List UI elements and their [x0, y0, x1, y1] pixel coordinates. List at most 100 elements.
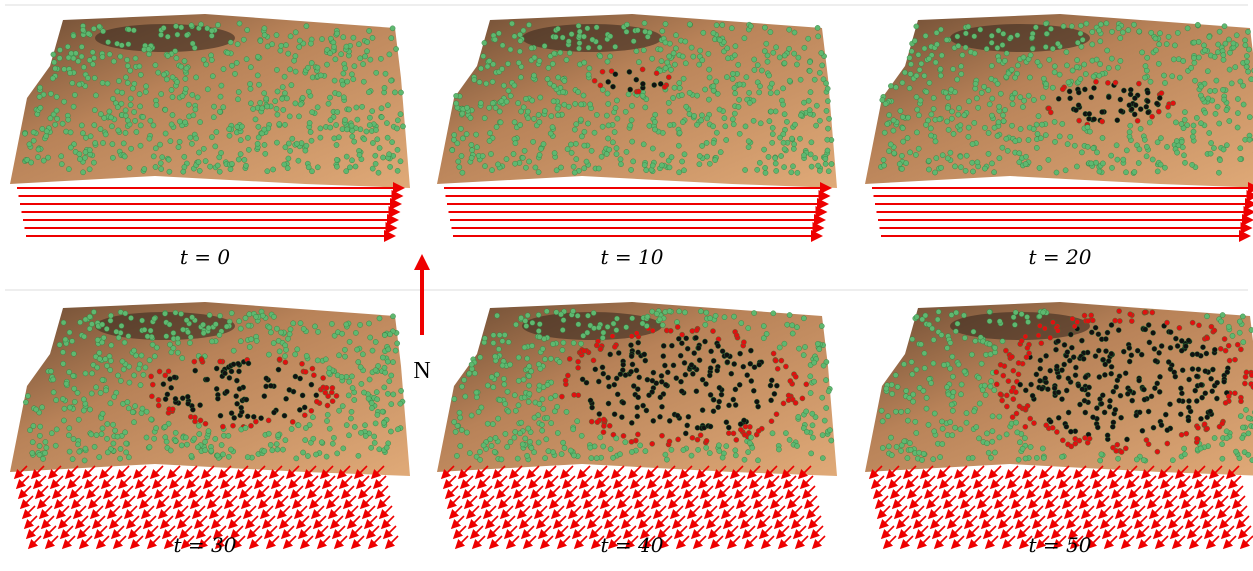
tree [382, 333, 387, 338]
tree [1105, 80, 1110, 85]
tree [767, 119, 772, 124]
tree [650, 146, 655, 151]
tree [992, 345, 997, 350]
tree [663, 21, 668, 26]
tree [764, 41, 769, 46]
tree [582, 166, 587, 171]
tree [169, 385, 174, 390]
tree [1083, 71, 1088, 76]
tree [312, 324, 317, 329]
tree [817, 118, 822, 123]
tree [963, 168, 968, 173]
tree [1099, 452, 1104, 457]
tree [791, 146, 796, 151]
wind-arrow [1146, 486, 1158, 498]
wind-arrow [85, 476, 97, 488]
wind-arrow [758, 516, 770, 528]
tree [218, 359, 223, 364]
tree [614, 436, 619, 441]
tree [1063, 168, 1068, 173]
tree [60, 396, 65, 401]
tree [327, 95, 332, 100]
tree [266, 352, 271, 357]
wind-arrow [174, 496, 186, 508]
tree [1194, 374, 1199, 379]
tree [1241, 102, 1246, 107]
tree [987, 102, 992, 107]
tree [989, 113, 994, 118]
wind-arrow [265, 526, 277, 538]
tree [100, 140, 105, 145]
tree [948, 150, 953, 155]
panel-label: t = 10 [601, 245, 664, 269]
tree [457, 165, 462, 170]
tree [560, 90, 565, 95]
tree [1194, 115, 1199, 120]
tree [546, 449, 551, 454]
wind-arrow [161, 516, 173, 528]
tree [464, 132, 469, 137]
tree [540, 397, 545, 402]
tree [782, 61, 787, 66]
tree [243, 316, 248, 321]
tree [562, 102, 567, 107]
tree [318, 126, 323, 131]
tree [238, 152, 243, 157]
tree [1041, 455, 1046, 460]
tree [589, 148, 594, 153]
wind-arrow [463, 486, 475, 498]
wind-arrow [89, 496, 101, 508]
tree [71, 373, 76, 378]
tree [531, 73, 536, 78]
tree [128, 315, 133, 320]
tree [139, 411, 144, 416]
wind-arrow [745, 536, 757, 548]
tree [294, 456, 299, 461]
tree [775, 366, 780, 371]
tree [660, 29, 665, 34]
tree [1068, 96, 1073, 101]
tree [1220, 421, 1225, 426]
tree [297, 407, 302, 412]
tree [1199, 382, 1204, 387]
tree [1147, 120, 1152, 125]
tree [1222, 24, 1227, 29]
tree [704, 310, 709, 315]
tree [356, 359, 361, 364]
tree [709, 349, 714, 354]
tree [296, 158, 301, 163]
tree [363, 433, 368, 438]
tree [608, 447, 613, 452]
tree [1202, 48, 1207, 53]
tree [737, 382, 742, 387]
tree [694, 122, 699, 127]
wind-arrow [756, 506, 768, 518]
tree [389, 78, 394, 83]
tree [1153, 48, 1158, 53]
tree [588, 398, 593, 403]
tree [989, 161, 994, 166]
tree [1171, 101, 1176, 106]
tree [982, 84, 987, 89]
tree [62, 99, 67, 104]
tree [398, 112, 403, 117]
tree [395, 147, 400, 152]
tree [99, 432, 104, 437]
wind-arrow [257, 486, 269, 498]
tree [599, 154, 604, 159]
tree [950, 433, 955, 438]
tree [1207, 34, 1212, 39]
wind-arrow [29, 536, 41, 548]
tree [916, 146, 921, 151]
tree [487, 138, 492, 143]
tree [541, 406, 546, 411]
tree [37, 433, 42, 438]
tree [787, 78, 792, 83]
tree [287, 114, 292, 119]
tree [1132, 96, 1137, 101]
wind-arrow [384, 526, 396, 538]
tree [87, 167, 92, 172]
tree [505, 389, 510, 394]
tree [489, 375, 494, 380]
tree [1070, 316, 1075, 321]
